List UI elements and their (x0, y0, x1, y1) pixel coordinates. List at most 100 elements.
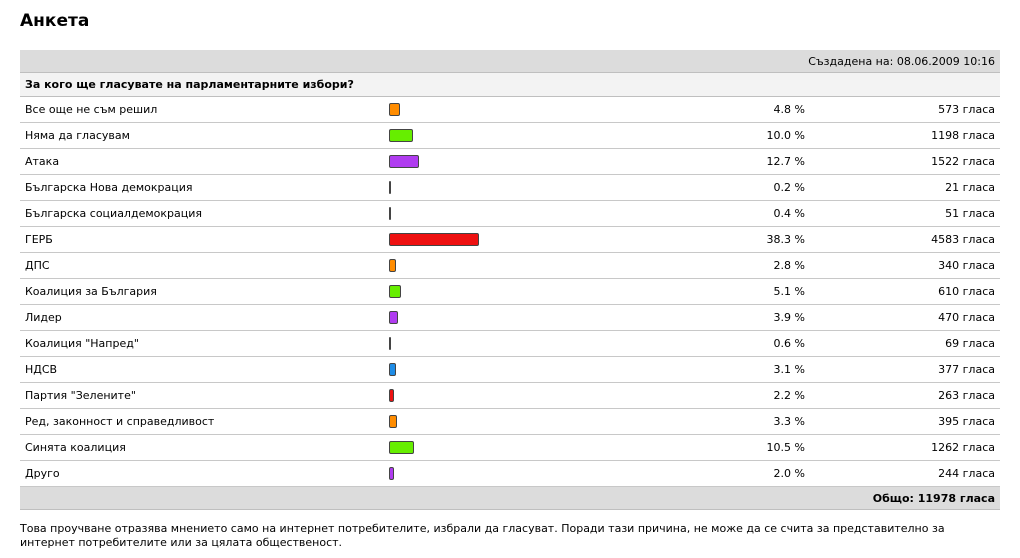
option-percent-bar (389, 337, 391, 350)
option-percent: 2.0 % (650, 460, 810, 487)
option-votes: 263 гласа (810, 382, 1000, 409)
option-label: ДПС (20, 252, 384, 279)
option-votes: 377 гласа (810, 356, 1000, 383)
option-bar-cell (384, 434, 650, 461)
option-percent: 38.3 % (650, 226, 810, 253)
option-label: НДСВ (20, 356, 384, 383)
option-votes: 51 гласа (810, 200, 1000, 227)
poll-option-row: Коалиция за България 5.1 % 610 гласа (20, 278, 1000, 305)
option-percent: 10.0 % (650, 122, 810, 149)
option-percent-bar (389, 363, 396, 376)
poll-option-row: Коалиция "Напред" 0.6 % 69 гласа (20, 330, 1000, 357)
option-label: Друго (20, 460, 384, 487)
poll-results-table: Създадена на: 08.06.2009 10:16 За кого щ… (20, 50, 1000, 510)
option-votes: 244 гласа (810, 460, 1000, 487)
option-label: ГЕРБ (20, 226, 384, 253)
created-date: Създадена на: 08.06.2009 10:16 (20, 50, 1000, 73)
option-label: Българска социалдемокрация (20, 200, 384, 227)
option-percent: 3.9 % (650, 304, 810, 331)
option-percent: 12.7 % (650, 148, 810, 175)
option-percent-bar (389, 155, 419, 168)
option-votes: 395 гласа (810, 408, 1000, 435)
option-percent-bar (389, 441, 414, 454)
option-percent-bar (389, 233, 479, 246)
option-percent: 10.5 % (650, 434, 810, 461)
option-percent: 3.1 % (650, 356, 810, 383)
poll-option-row: Друго 2.0 % 244 гласа (20, 460, 1000, 487)
option-bar-cell (384, 200, 650, 227)
option-percent: 2.8 % (650, 252, 810, 279)
option-bar-cell (384, 382, 650, 409)
option-percent: 5.1 % (650, 278, 810, 305)
option-votes: 69 гласа (810, 330, 1000, 357)
option-percent-bar (389, 181, 391, 194)
option-votes: 1262 гласа (810, 434, 1000, 461)
option-percent: 4.8 % (650, 96, 810, 123)
total-row: Общо: 11978 гласа (20, 486, 1000, 510)
option-percent-bar (389, 207, 391, 220)
poll-option-row: Няма да гласувам 10.0 % 1198 гласа (20, 122, 1000, 149)
option-label: Синята коалиция (20, 434, 384, 461)
poll-option-row: Лидер 3.9 % 470 гласа (20, 304, 1000, 331)
option-percent-bar (389, 311, 398, 324)
option-percent-bar (389, 103, 400, 116)
options-list: Все още не съм решил 4.8 % 573 гласа Няма д… (20, 96, 1000, 487)
option-percent-bar (389, 389, 394, 402)
option-label: Няма да гласувам (20, 122, 384, 149)
poll-option-row: Българска Нова демокрация 0.2 % 21 гласа (20, 174, 1000, 201)
option-percent: 0.4 % (650, 200, 810, 227)
option-bar-cell (384, 122, 650, 149)
poll-question: За кого ще гласувате на парламентарните … (20, 72, 1000, 97)
option-label: Все още не съм решил (20, 96, 384, 123)
option-bar-cell (384, 278, 650, 305)
option-percent: 0.2 % (650, 174, 810, 201)
option-bar-cell (384, 148, 650, 175)
option-votes: 340 гласа (810, 252, 1000, 279)
poll-option-row: Ред, законност и справедливост 3.3 % 395 г… (20, 408, 1000, 435)
option-percent: 2.2 % (650, 382, 810, 409)
option-bar-cell (384, 408, 650, 435)
option-percent-bar (389, 259, 396, 272)
poll-option-row: ГЕРБ 38.3 % 4583 гласа (20, 226, 1000, 253)
option-bar-cell (384, 356, 650, 383)
option-bar-cell (384, 174, 650, 201)
option-percent: 3.3 % (650, 408, 810, 435)
option-label: Коалиция за България (20, 278, 384, 305)
poll-option-row: Синята коалиция 10.5 % 1262 гласа (20, 434, 1000, 461)
created-row: Създадена на: 08.06.2009 10:16 (20, 50, 1000, 73)
option-percent-bar (389, 467, 394, 480)
poll-option-row: НДСВ 3.1 % 377 гласа (20, 356, 1000, 383)
poll-option-row: Все още не съм решил 4.8 % 573 гласа (20, 96, 1000, 123)
option-bar-cell (384, 96, 650, 123)
option-label: Коалиция "Напред" (20, 330, 384, 357)
option-votes: 470 гласа (810, 304, 1000, 331)
option-bar-cell (384, 330, 650, 357)
option-bar-cell (384, 252, 650, 279)
option-votes: 1522 гласа (810, 148, 1000, 175)
question-row: За кого ще гласувате на парламентарните … (20, 72, 1000, 97)
option-percent-bar (389, 415, 397, 428)
option-bar-cell (384, 304, 650, 331)
poll-option-row: Атака 12.7 % 1522 гласа (20, 148, 1000, 175)
page-title: Анкета (20, 11, 90, 31)
option-label: Лидер (20, 304, 384, 331)
option-bar-cell (384, 226, 650, 253)
option-percent-bar (389, 285, 401, 298)
option-votes: 4583 гласа (810, 226, 1000, 253)
poll-option-row: Българска социалдемокрация 0.4 % 51 гласа (20, 200, 1000, 227)
option-label: Българска Нова демокрация (20, 174, 384, 201)
option-votes: 573 гласа (810, 96, 1000, 123)
disclaimer-note: Това проучване отразява мнението само на… (20, 522, 945, 549)
option-label: Ред, законност и справедливост (20, 408, 384, 435)
poll-option-row: Партия "Зелените" 2.2 % 263 гласа (20, 382, 1000, 409)
option-label: Атака (20, 148, 384, 175)
option-percent: 0.6 % (650, 330, 810, 357)
option-bar-cell (384, 460, 650, 487)
option-percent-bar (389, 129, 413, 142)
poll-option-row: ДПС 2.8 % 340 гласа (20, 252, 1000, 279)
option-votes: 1198 гласа (810, 122, 1000, 149)
option-label: Партия "Зелените" (20, 382, 384, 409)
option-votes: 21 гласа (810, 174, 1000, 201)
total-votes: Общо: 11978 гласа (20, 486, 1000, 510)
